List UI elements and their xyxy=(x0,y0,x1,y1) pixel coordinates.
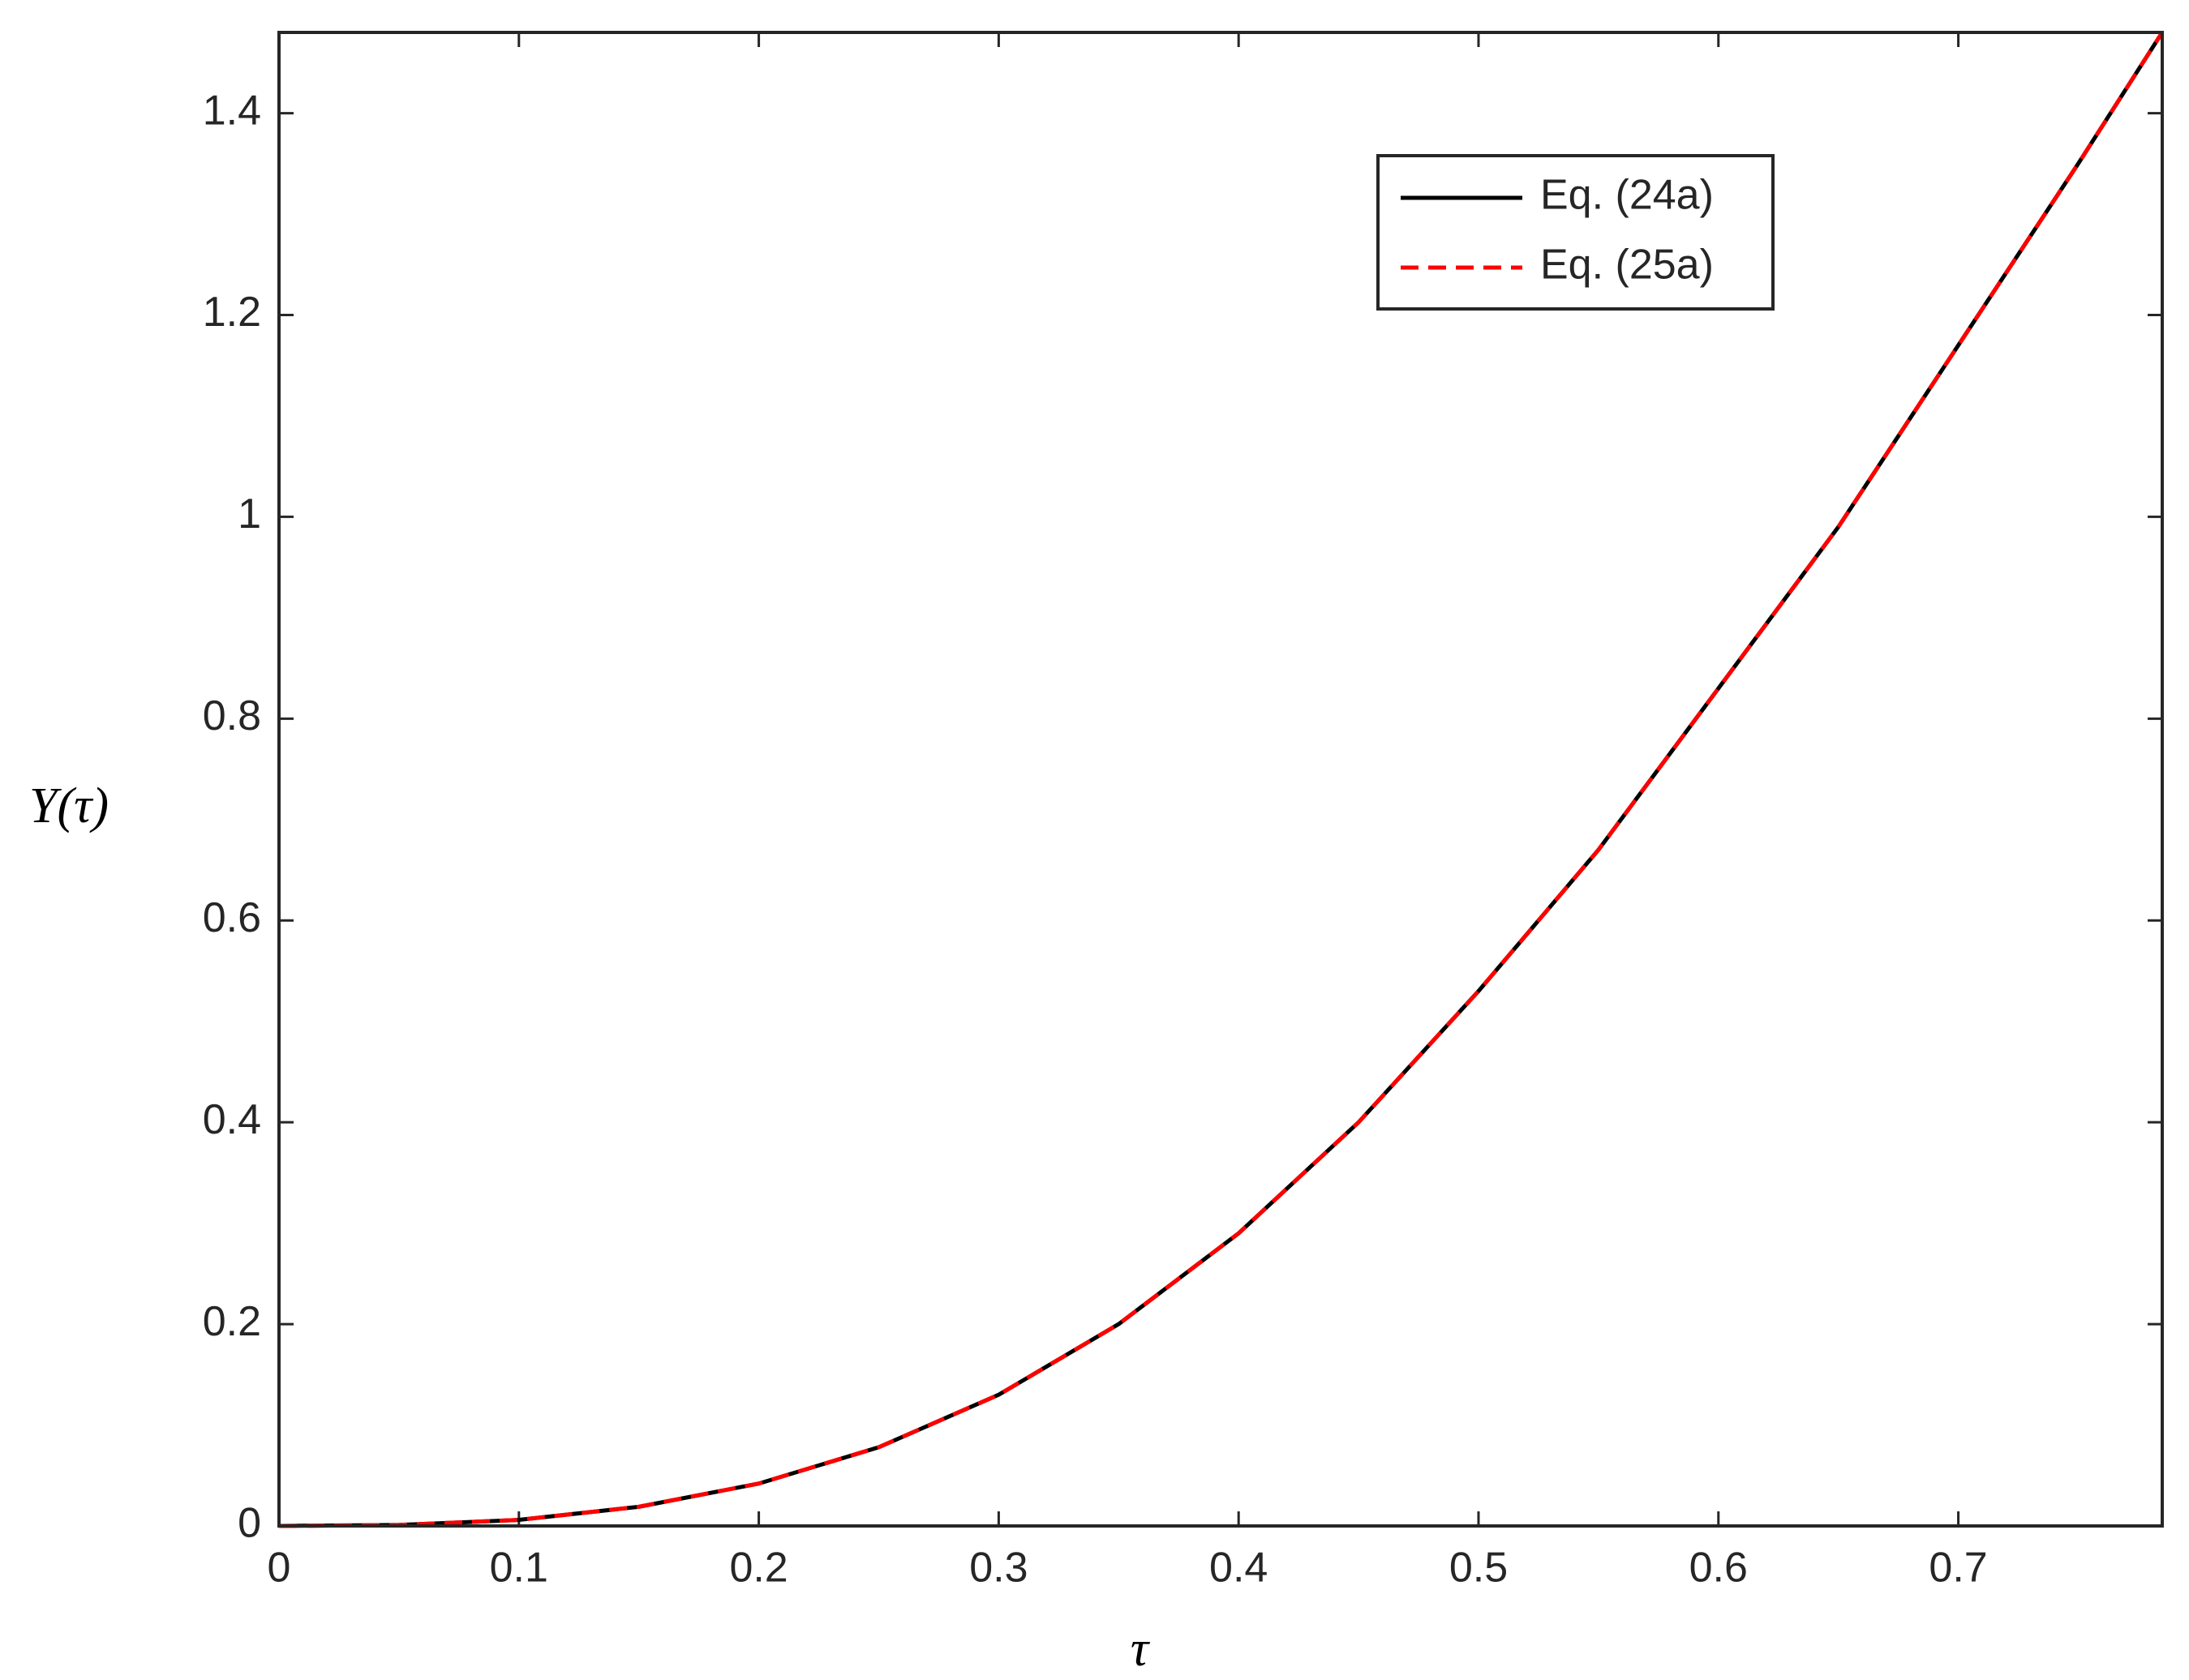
y-tick-label: 0 xyxy=(238,1500,261,1547)
x-tick-label: 0.1 xyxy=(490,1545,548,1592)
y-tick-label: 1 xyxy=(238,491,261,538)
y-tick-label: 1.4 xyxy=(203,87,261,134)
x-tick-label: 0 xyxy=(268,1545,291,1592)
line-series xyxy=(278,31,2165,1528)
legend-box xyxy=(1376,154,1775,311)
plot-frame xyxy=(277,31,2164,1528)
line-series xyxy=(278,31,2165,1528)
legend-label: Eq. (25a) xyxy=(1540,242,1714,289)
x-tick-label: 0.2 xyxy=(729,1545,788,1592)
y-tick-label: 0.2 xyxy=(203,1298,261,1345)
y-tick-label: 0.8 xyxy=(203,692,261,739)
x-tick-label: 0.4 xyxy=(1209,1545,1268,1592)
legend-label: Eq. (24a) xyxy=(1540,172,1714,219)
x-tick-label: 0.7 xyxy=(1929,1545,1987,1592)
x-tick-label: 0.5 xyxy=(1449,1545,1508,1592)
x-axis-label: τ xyxy=(1131,1622,1151,1677)
y-tick-label: 0.4 xyxy=(203,1096,261,1143)
y-axis-label: Y(τ) xyxy=(29,778,109,834)
y-tick-label: 1.2 xyxy=(203,289,261,336)
x-tick-label: 0.3 xyxy=(969,1545,1028,1592)
y-tick-label: 0.6 xyxy=(203,894,261,941)
x-tick-label: 0.6 xyxy=(1689,1545,1748,1592)
